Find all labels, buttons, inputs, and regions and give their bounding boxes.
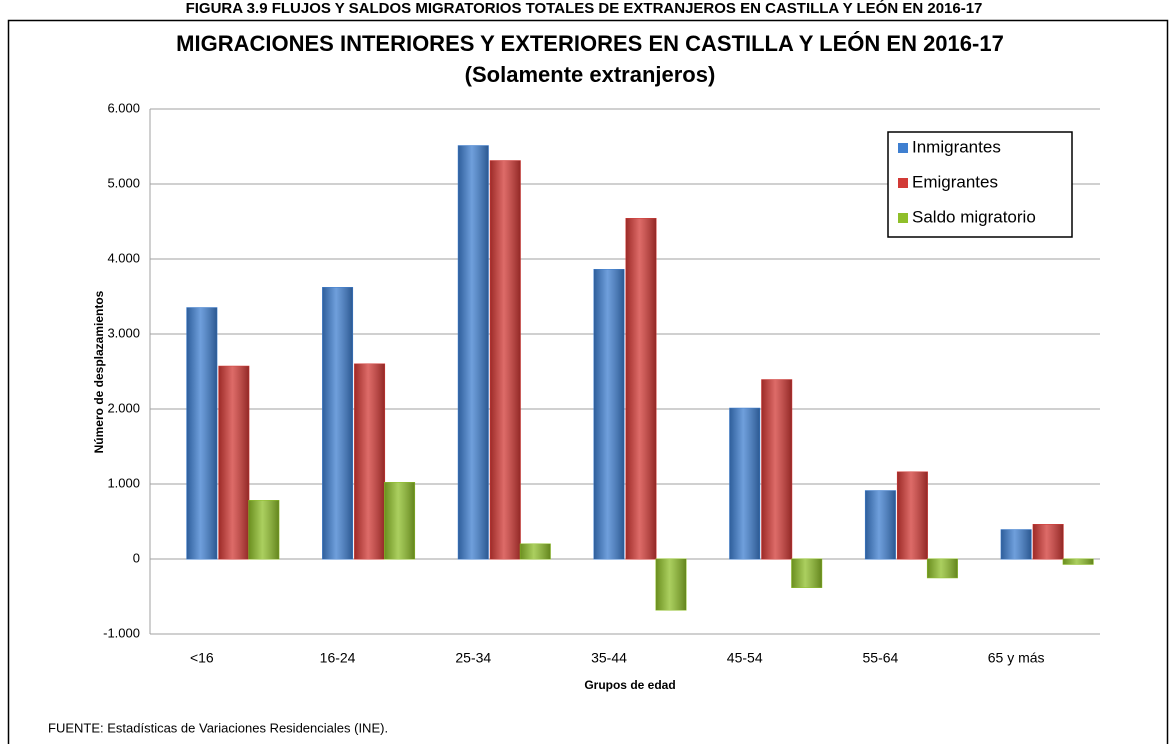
bar-shade: [791, 559, 822, 588]
bar-shade: [927, 559, 958, 578]
y-tick-label: -1.000: [103, 625, 140, 640]
x-axis-label: Grupos de edad: [584, 678, 675, 692]
legend-swatch: [898, 178, 908, 188]
bar-shade: [761, 379, 792, 559]
bar-shade: [186, 307, 217, 559]
x-tick-label: 35-44: [591, 650, 627, 666]
bar-shade: [1063, 559, 1094, 565]
bar-shade: [656, 559, 686, 610]
y-axis-label: Número de desplazamientos: [92, 290, 106, 453]
y-tick-label: 3.000: [107, 325, 140, 340]
y-tick-label: 4.000: [107, 250, 140, 265]
legend-label: Inmigrantes: [912, 137, 1001, 156]
chart-subtitle: (Solamente extranjeros): [465, 62, 716, 87]
y-tick-label: 2.000: [107, 400, 140, 415]
x-tick-label: 25-34: [455, 650, 491, 666]
legend-label: Saldo migratorio: [912, 207, 1036, 226]
x-tick-label: 45-54: [727, 650, 763, 666]
source-note: FUENTE: Estadísticas de Variaciones Resi…: [48, 720, 388, 735]
bar-shade: [354, 364, 385, 559]
y-tick-label: 5.000: [107, 175, 140, 190]
y-tick-label: 1.000: [107, 475, 140, 490]
x-tick-label: <16: [190, 650, 214, 666]
x-tick-label: 16-24: [320, 650, 356, 666]
bar-shade: [458, 145, 489, 559]
bar-shade: [218, 366, 249, 559]
bar-shade: [248, 500, 279, 559]
bar-shade: [626, 218, 656, 559]
legend-swatch: [898, 213, 908, 223]
y-tick-label: 0: [133, 550, 140, 565]
bar-shade: [322, 287, 353, 559]
bar-shade: [1001, 529, 1032, 559]
bar-shade: [384, 482, 415, 559]
bar-shade: [729, 408, 760, 559]
bar-shade: [897, 472, 928, 559]
bar-shade: [1033, 524, 1064, 559]
chart-title: MIGRACIONES INTERIORES Y EXTERIORES EN C…: [176, 31, 1004, 56]
legend-swatch: [898, 143, 908, 153]
bar-shade: [594, 269, 624, 559]
figure-caption: FIGURA 3.9 FLUJOS Y SALDOS MIGRATORIOS T…: [186, 0, 983, 17]
y-tick-label: 6.000: [107, 100, 140, 115]
x-tick-label: 55-64: [863, 650, 899, 666]
legend-box: [887, 131, 1073, 238]
legend-label: Emigrantes: [912, 172, 998, 191]
bar-shade: [490, 160, 521, 559]
bar-shade: [520, 544, 551, 559]
bar-shade: [865, 490, 896, 559]
x-tick-label: 65 y más: [988, 650, 1045, 666]
chart-frame: [7, 19, 1169, 744]
